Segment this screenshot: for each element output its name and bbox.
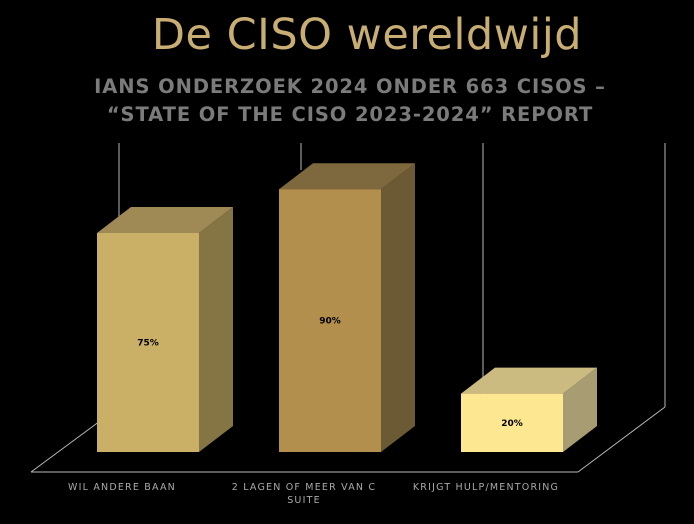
bar-side-face (381, 163, 415, 452)
x-tick-label: KRIJGT HULP/MENTORING (413, 482, 559, 493)
bar-side-face (563, 367, 597, 452)
floor-right-edge (577, 406, 666, 473)
bar-top-face (279, 163, 415, 190)
page-title: De CISO wereldwijd (151, 10, 583, 60)
bar-side-face (199, 207, 233, 452)
x-tick-label: SUITE (287, 495, 321, 506)
data-label: 75% (137, 339, 159, 349)
x-tick-label: WIL ANDERE BAAN (68, 482, 176, 493)
x-tick-label: 2 LAGEN OF MEER VAN C (232, 482, 377, 493)
bar-top-face (97, 207, 233, 233)
data-label: 90% (319, 317, 341, 327)
bar (97, 233, 199, 452)
data-label: 20% (501, 419, 523, 429)
bar-top-face (461, 367, 597, 394)
chart-subtitle: IANS ONDERZOEK 2024 ONDER 663 CISOS – “S… (94, 75, 606, 126)
bar (279, 189, 381, 452)
bar (461, 393, 563, 452)
